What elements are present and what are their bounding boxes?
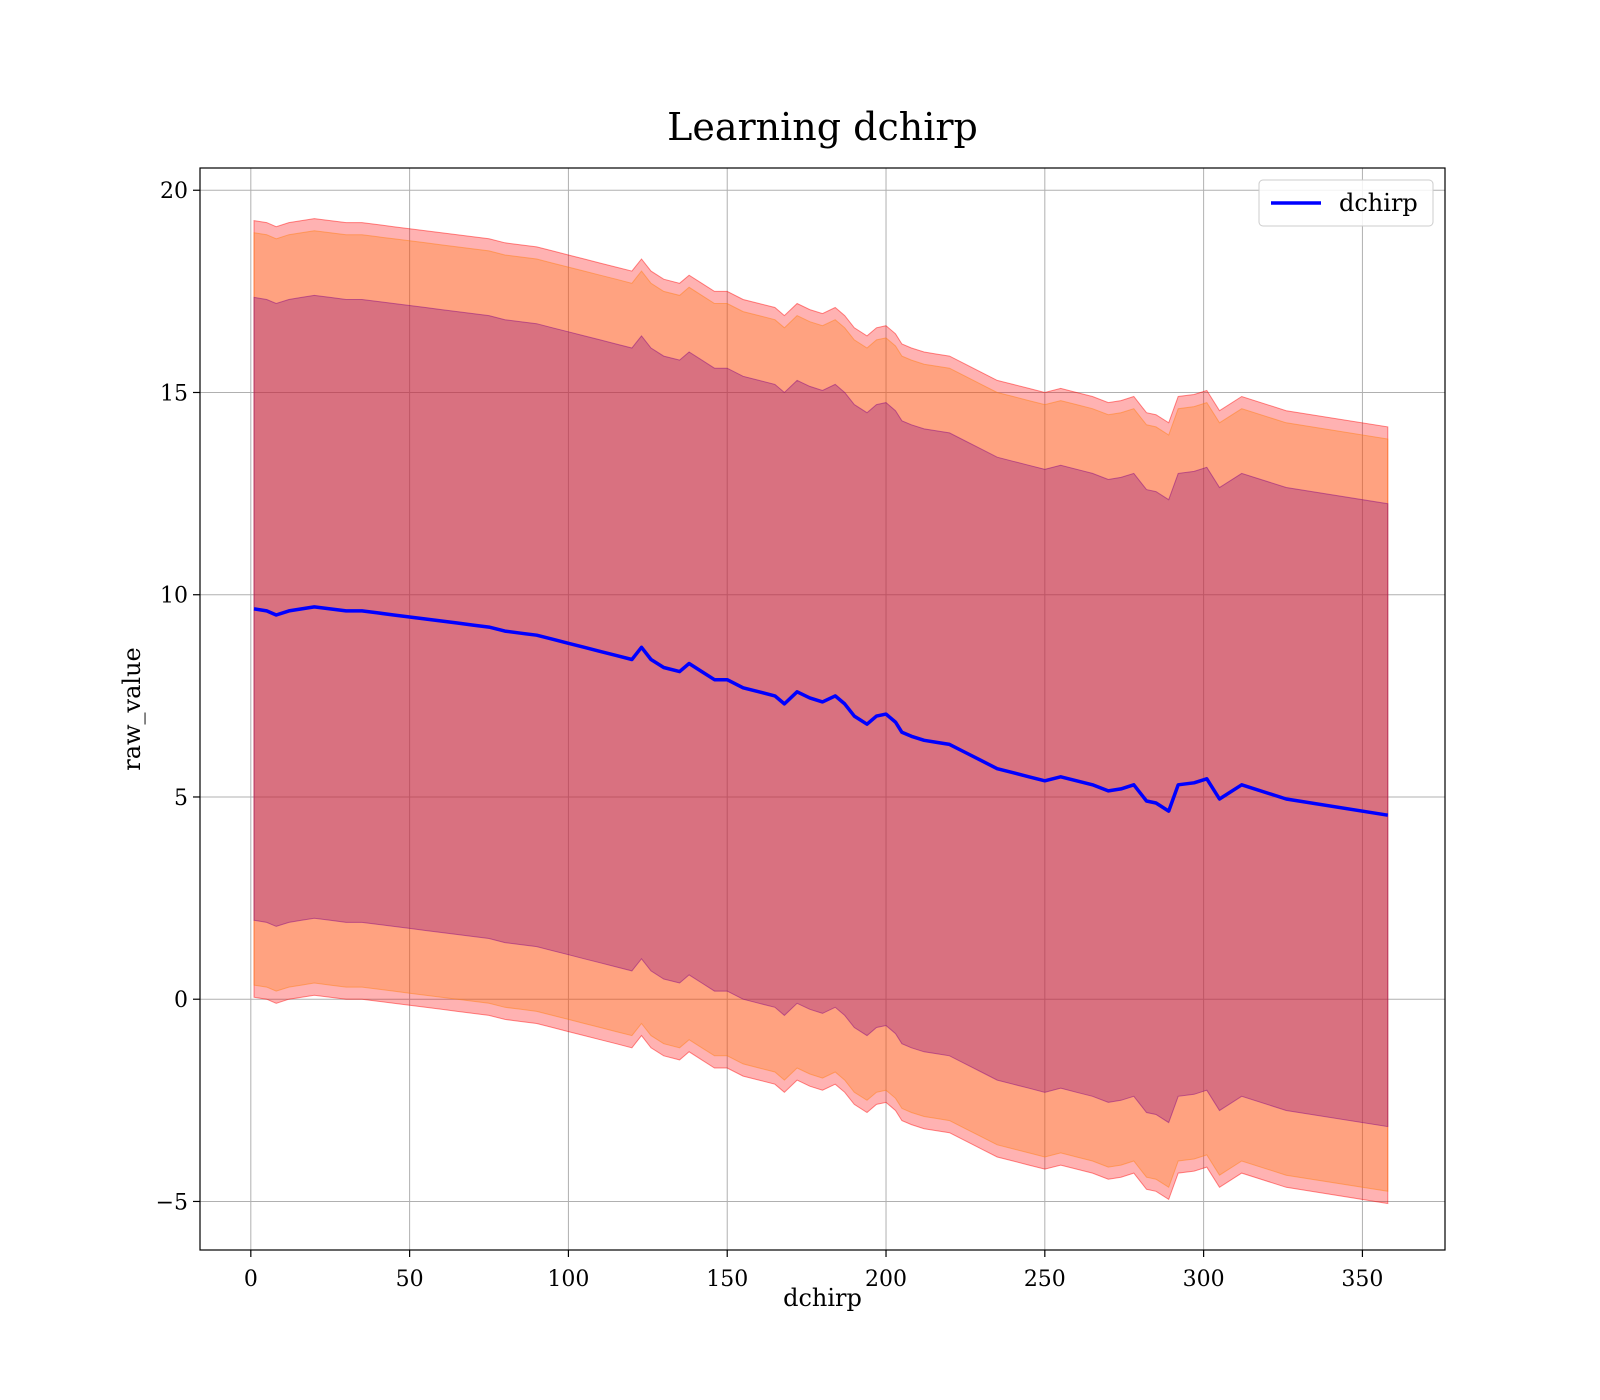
series-line-dchirp: [253, 605, 1389, 817]
grid: [200, 168, 1445, 1250]
plot-area-frame: [199, 167, 1446, 1251]
axis-ticks: 0 50 100 150 200 250 300 350 −5 0 5 10 15 20: [156, 179, 1384, 1292]
y-axis-label: raw_value: [118, 647, 146, 771]
x-tick-label: 350: [1341, 1267, 1383, 1292]
band-middle: [253, 230, 1389, 1192]
x-tick-label: 50: [396, 1267, 424, 1292]
series-lines: [253, 605, 1389, 817]
y-tick-label: 20: [160, 179, 188, 204]
chart-title: Learning dchirp: [667, 105, 978, 149]
x-axis-label: dchirp: [783, 1284, 862, 1312]
x-tick-label: 100: [547, 1267, 589, 1292]
x-tick-label: 250: [1024, 1267, 1066, 1292]
legend-label: dchirp: [1339, 189, 1418, 217]
x-tick-label: 300: [1183, 1267, 1225, 1292]
x-tick-label: 200: [865, 1267, 907, 1292]
confidence-bands: [253, 218, 1389, 1205]
band-inner: [253, 294, 1389, 1128]
band-outer: [253, 218, 1389, 1205]
y-tick-label: 15: [160, 381, 188, 406]
y-tick-label: −5: [156, 1190, 188, 1215]
x-tick-label: 150: [706, 1267, 748, 1292]
y-tick-label: 10: [160, 584, 188, 609]
legend-box: [1258, 179, 1434, 227]
y-tick-label: 5: [174, 786, 188, 811]
x-tick-label: 0: [244, 1267, 258, 1292]
legend: dchirp: [1258, 179, 1434, 227]
y-tick-label: 0: [174, 988, 188, 1013]
